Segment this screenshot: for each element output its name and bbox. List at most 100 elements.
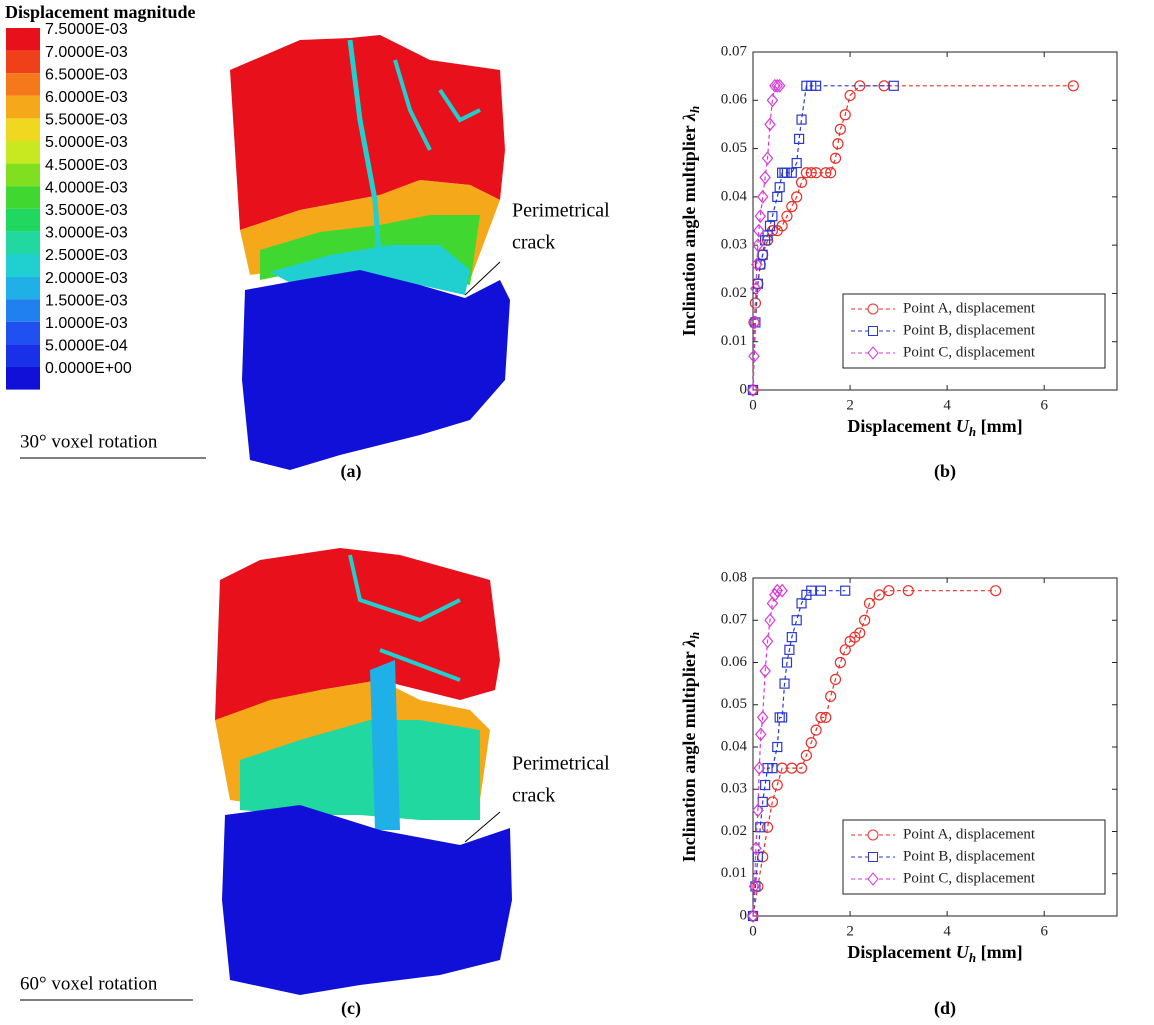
marker xyxy=(755,822,766,833)
x-tick-label: 0 xyxy=(749,923,757,939)
x-axis-label: Displacement Uh [mm] xyxy=(847,416,1022,439)
y-axis-label-text: Inclination angle multiplier xyxy=(679,647,699,862)
marker xyxy=(883,585,895,597)
marker xyxy=(774,182,785,193)
marker xyxy=(825,167,837,179)
colorbar-swatch xyxy=(6,163,40,187)
colorbar-swatch xyxy=(6,254,40,277)
marker xyxy=(769,78,781,93)
marker xyxy=(791,615,802,626)
y-axis-label-text: Inclination angle multiplier xyxy=(679,121,699,336)
y-tick-label: 0.03 xyxy=(721,237,747,253)
y-tick-label: 0.05 xyxy=(721,140,747,156)
marker xyxy=(810,724,822,736)
y-tick-label: 0.01 xyxy=(721,865,747,881)
marker xyxy=(777,712,788,723)
marker xyxy=(757,249,768,260)
marker xyxy=(1067,80,1079,92)
x-tick-label: 4 xyxy=(943,397,951,413)
series-line xyxy=(752,85,780,391)
x-axis-label-unit: [mm] xyxy=(976,416,1022,436)
colorbar-swatch xyxy=(6,276,40,300)
y-axis-label: Inclination angle multiplier λh xyxy=(679,632,702,862)
marker xyxy=(781,210,793,222)
marker xyxy=(751,257,763,272)
y-axis-label-symbol: λ xyxy=(679,639,699,648)
marker xyxy=(859,614,871,626)
marker xyxy=(820,711,832,724)
y-tick-label: 0.07 xyxy=(721,612,748,628)
legend-symbol xyxy=(867,303,879,315)
legend-symbol xyxy=(867,346,879,360)
marker xyxy=(754,209,767,224)
marker xyxy=(825,690,837,702)
marker xyxy=(747,909,759,923)
marker xyxy=(832,138,844,150)
series xyxy=(747,585,1002,922)
marker xyxy=(786,632,797,643)
colorbar-label: 4.0000E-03 xyxy=(45,179,128,196)
x-tick-label: 4 xyxy=(943,923,951,939)
marker xyxy=(753,223,765,238)
legend-label: Point B, displacement xyxy=(903,848,1036,864)
legend-symbol xyxy=(867,829,879,841)
marker xyxy=(854,627,866,639)
colorbar-swatch xyxy=(6,73,40,96)
marker xyxy=(756,710,769,725)
colorbar-label: 4.5000E-03 xyxy=(45,157,128,174)
marker xyxy=(750,841,762,856)
colorbar-title: Displacement magnitude xyxy=(5,2,196,22)
legend-label: Point A, displacement xyxy=(903,826,1036,842)
marker xyxy=(796,114,807,125)
marker xyxy=(752,803,764,818)
voxel-render-c xyxy=(215,548,512,995)
marker xyxy=(784,644,795,655)
series-line xyxy=(752,590,846,917)
marker xyxy=(766,93,779,108)
marker xyxy=(794,133,805,145)
x-axis-label-subscript: h xyxy=(969,950,976,965)
colorbar-label: 3.0000E-03 xyxy=(45,225,128,242)
marker xyxy=(863,597,876,609)
y-tick-label: 0.08 xyxy=(721,569,747,585)
colorbar-label: 1.5000E-03 xyxy=(45,292,128,309)
colorbar-swatch xyxy=(6,118,40,141)
colorbar-label: 6.0000E-03 xyxy=(45,89,128,106)
annotation: crack xyxy=(512,232,555,254)
x-axis-label-symbol: U xyxy=(956,416,970,436)
series-line xyxy=(752,590,783,917)
marker xyxy=(786,167,797,178)
x-tick-label: 6 xyxy=(1040,397,1048,413)
marker xyxy=(769,587,781,602)
marker xyxy=(771,583,784,598)
marker xyxy=(839,109,851,121)
marker xyxy=(767,763,778,774)
legend-marker xyxy=(867,346,879,360)
marker xyxy=(754,727,767,742)
colorbar-swatch xyxy=(6,141,40,164)
colorbar-swatch xyxy=(6,186,40,209)
y-tick-label: 0.06 xyxy=(721,654,748,670)
marker xyxy=(776,220,788,232)
marker xyxy=(772,741,783,753)
colorbar-swatch xyxy=(6,344,40,367)
legend-marker xyxy=(868,852,878,862)
marker xyxy=(815,711,827,724)
caption: 30° voxel rotation xyxy=(20,431,158,452)
panel-label: (d) xyxy=(934,998,956,1019)
y-tick-label: 0 xyxy=(740,381,748,397)
x-tick-label: 6 xyxy=(1040,923,1048,939)
caption: 60° voxel rotation xyxy=(20,973,158,994)
colorbar-label: 5.5000E-03 xyxy=(45,112,128,129)
legend-marker xyxy=(867,303,879,315)
legend-marker xyxy=(867,872,879,886)
plot-frame xyxy=(752,51,1118,391)
marker xyxy=(810,80,822,91)
marker xyxy=(791,157,802,169)
colorbar-label: 2.5000E-03 xyxy=(45,247,128,264)
annotation: Perimetrical xyxy=(512,200,610,222)
y-tick-label: 0.06 xyxy=(721,92,748,108)
y-axis-label-subscript: h xyxy=(687,632,702,639)
series xyxy=(747,585,851,922)
